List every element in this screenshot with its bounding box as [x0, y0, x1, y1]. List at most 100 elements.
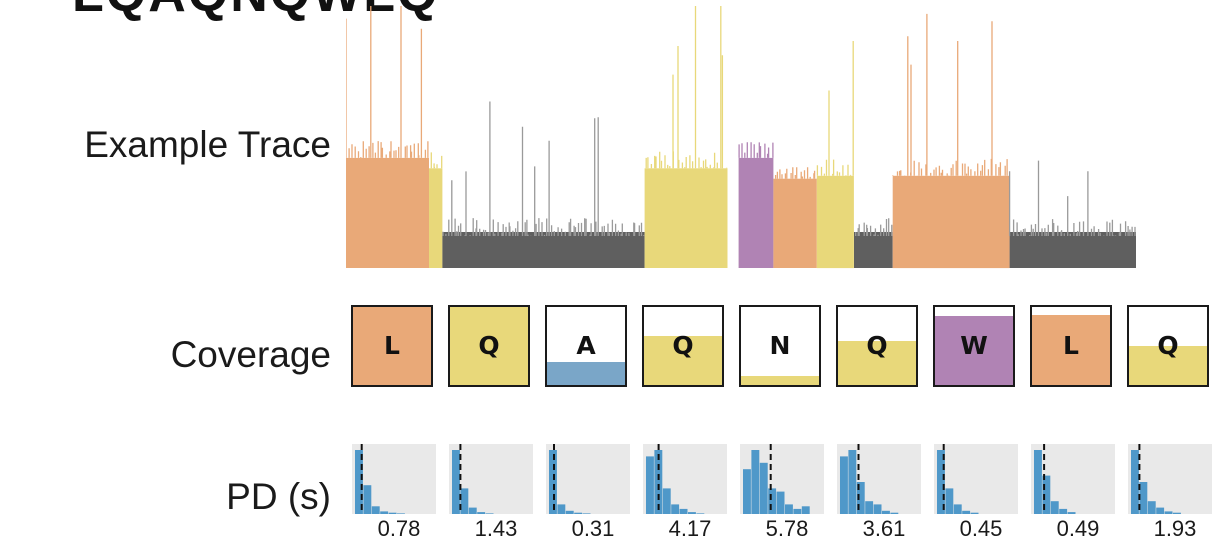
pd-histogram-6 [837, 444, 921, 514]
coverage-box-6: Q [836, 305, 918, 387]
pd-value-4: 4.17 [668, 516, 712, 541]
pd-bar [1059, 508, 1068, 514]
pd-bar [574, 512, 583, 514]
pd-label: PD (s) [226, 476, 331, 517]
coverage-fill [1032, 314, 1110, 385]
coverage-fill [935, 316, 1013, 385]
pd-bar [856, 482, 865, 514]
pd-value-3: 0.31 [571, 516, 615, 541]
residue-letter: Q [478, 331, 500, 360]
pd-bar [1034, 450, 1042, 514]
pd-value-9: 1.93 [1153, 516, 1197, 541]
pd-bar [768, 488, 777, 514]
coverage-fill [1129, 346, 1207, 385]
trace-segment-baseline-7 [854, 218, 893, 268]
pd-bar [671, 504, 680, 514]
coverage-fill [353, 307, 431, 385]
pd-bar [890, 512, 899, 514]
coverage-box-8: L [1030, 305, 1112, 387]
pd-bar [468, 507, 477, 514]
pd-bar [397, 513, 405, 514]
pd-bar [582, 513, 591, 514]
coverage-box-9: Q [1127, 305, 1209, 387]
pd-bar [776, 491, 785, 514]
pd-bar [1173, 512, 1181, 514]
pd-bar [371, 506, 380, 514]
trace-segment-l-0 [346, 6, 429, 268]
residue-letter: N [769, 331, 791, 360]
pd-bar [460, 488, 469, 514]
pd-bar [485, 513, 494, 514]
pd-histogram-row [352, 444, 1212, 514]
coverage-box-3: A [545, 305, 627, 387]
pd-bar [1042, 475, 1051, 514]
pd-bar [679, 508, 688, 514]
pd-value-6: 3.61 [862, 516, 906, 541]
pd-value-1: 0.78 [377, 516, 421, 541]
coverage-fill [741, 375, 819, 385]
trace-segment-l-8 [892, 13, 1010, 269]
pd-bar [388, 512, 397, 514]
pd-bar [696, 513, 705, 514]
pd-bar [937, 450, 945, 514]
pd-value-8: 0.49 [1056, 516, 1100, 541]
pd-bar [848, 450, 857, 514]
pd-bar [873, 504, 882, 514]
coverage-box-4: Q [642, 305, 724, 387]
pd-bar [1164, 511, 1173, 514]
pd-bar [1147, 501, 1156, 514]
pd-bar [743, 469, 751, 514]
pd-histogram-2 [449, 444, 533, 514]
residue-letter: L [384, 331, 400, 360]
coverage-box-1: L [351, 305, 433, 387]
pd-bar [785, 504, 793, 514]
pd-bar [662, 488, 671, 514]
pd-bar [1156, 507, 1165, 514]
residue-letter: W [960, 331, 988, 360]
coverage-fill [644, 335, 722, 385]
pd-bar [452, 450, 460, 514]
pd-bar [654, 450, 663, 514]
coverage-box-2: Q [448, 305, 530, 387]
pd-value-2: 1.43 [474, 516, 518, 541]
pd-histogram-7 [934, 444, 1018, 514]
pd-bar [953, 504, 962, 514]
residue-letter: Q [866, 331, 888, 360]
pd-histogram-8 [1031, 444, 1115, 514]
trace-segment-q-3 [644, 6, 728, 268]
pd-bar [840, 456, 848, 514]
residue-letter: A [576, 331, 596, 360]
trace-segment-l-5 [773, 167, 817, 268]
pd-bar [865, 501, 874, 514]
pd-bar [1067, 512, 1076, 514]
pd-bar [646, 456, 654, 514]
pd-bar [945, 488, 954, 514]
pd-bar [363, 485, 372, 514]
example-trace-label: Example Trace [84, 124, 331, 165]
pd-bar [962, 510, 971, 514]
trace-segment-w-4 [738, 142, 774, 268]
pd-histogram-3 [546, 444, 630, 514]
pd-bar [1131, 450, 1139, 514]
pd-histogram-9 [1128, 444, 1212, 514]
coverage-fill [547, 361, 625, 385]
pd-bar [355, 450, 363, 514]
coverage-box-5: N [739, 305, 821, 387]
trace-segment-q-6 [816, 41, 854, 269]
pd-bar [793, 508, 802, 514]
pd-histogram-4 [643, 444, 727, 514]
pd-bar [1050, 501, 1059, 514]
coverage-box-7: W [933, 305, 1015, 387]
example-trace-plot [346, 6, 1136, 269]
coverage-fill [450, 307, 528, 385]
pd-bar [801, 506, 810, 514]
pd-bar [477, 512, 486, 514]
pd-histogram-5 [740, 444, 824, 514]
trace-segment-baseline-2 [442, 101, 645, 268]
residue-letter: Q [1157, 331, 1179, 360]
coverage-fill [838, 341, 916, 385]
residue-letter: Q [672, 331, 694, 360]
pd-bar [759, 462, 768, 514]
pd-bar [565, 510, 574, 514]
